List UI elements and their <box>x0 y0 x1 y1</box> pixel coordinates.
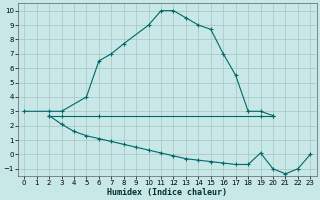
X-axis label: Humidex (Indice chaleur): Humidex (Indice chaleur) <box>107 188 227 197</box>
